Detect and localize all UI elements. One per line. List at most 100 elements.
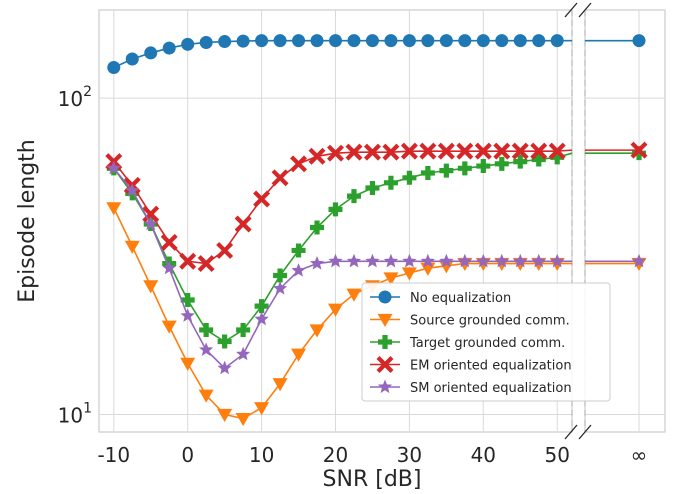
data-point — [124, 240, 140, 254]
legend-label: No equalization — [410, 291, 511, 306]
data-point — [365, 253, 380, 268]
data-point — [476, 159, 491, 174]
data-point — [550, 150, 565, 165]
data-point — [384, 34, 398, 48]
data-point — [511, 142, 529, 160]
legend-item: SM oriented equalization — [370, 379, 572, 396]
data-point — [217, 408, 233, 422]
data-point — [328, 303, 343, 317]
data-point — [329, 34, 342, 48]
data-point — [255, 34, 269, 48]
data-point — [421, 34, 435, 48]
data-point — [253, 190, 271, 208]
data-point — [106, 202, 122, 216]
data-point — [143, 216, 158, 231]
legend-label: Source grounded comm. — [410, 314, 570, 329]
data-point — [346, 189, 361, 204]
y-tick-label: 102 — [58, 84, 92, 111]
series-no-equalization — [107, 34, 646, 75]
data-point — [383, 175, 398, 190]
data-point — [309, 256, 325, 270]
data-point — [439, 253, 454, 268]
data-point — [292, 34, 306, 48]
data-point — [291, 348, 307, 362]
x-tick-label: 40 — [471, 443, 496, 467]
data-point — [179, 252, 197, 270]
axis-break-markers — [564, 2, 592, 440]
legend-label: EM oriented equalization — [410, 359, 572, 374]
data-point — [458, 34, 472, 48]
data-point — [457, 253, 472, 268]
legend-item: Source grounded comm. — [370, 314, 570, 329]
data-point — [181, 37, 195, 51]
data-point — [197, 255, 215, 273]
data-point-infinity — [632, 146, 646, 161]
data-point — [310, 220, 325, 235]
data-point — [513, 34, 527, 48]
data-point — [548, 142, 566, 160]
x-tick-label: 0 — [181, 443, 194, 467]
y-axis-label: Episode length — [15, 139, 40, 303]
data-point — [402, 170, 417, 185]
data-point — [363, 143, 381, 161]
data-point — [217, 334, 232, 349]
data-point — [180, 357, 196, 371]
legend: No equalization Source grounded comm. Targ… — [361, 282, 611, 402]
data-point — [532, 34, 546, 48]
data-point — [457, 161, 472, 176]
data-point — [347, 34, 361, 48]
data-point — [162, 41, 176, 55]
data-point — [420, 253, 436, 268]
data-point — [161, 320, 177, 334]
data-point — [474, 142, 492, 160]
data-point-infinity — [632, 34, 646, 48]
data-point — [236, 34, 250, 48]
legend-marker — [376, 356, 394, 373]
data-point — [125, 52, 139, 66]
data-point — [290, 155, 308, 173]
data-point — [495, 34, 509, 48]
data-point — [439, 163, 454, 178]
data-point — [494, 253, 509, 268]
data-point — [328, 253, 343, 268]
data-point — [476, 253, 491, 268]
data-point — [346, 288, 362, 302]
data-point — [107, 61, 121, 75]
data-point — [254, 299, 269, 314]
y-tick-label: 101 — [58, 400, 92, 427]
data-point — [493, 142, 511, 160]
data-point — [144, 46, 158, 60]
data-point — [531, 152, 546, 167]
data-point — [365, 180, 380, 195]
data-point — [272, 281, 288, 295]
x-tick-label: 20 — [323, 443, 348, 467]
data-point — [437, 142, 455, 160]
legend-label: Target grounded comm. — [409, 336, 565, 351]
series-sm-oriented-equalization — [106, 160, 647, 375]
data-point — [254, 311, 269, 326]
data-point — [400, 142, 418, 160]
data-point — [382, 143, 400, 161]
data-point — [310, 34, 324, 48]
legend-item: Target grounded comm. — [370, 335, 565, 351]
legend-marker — [378, 290, 392, 304]
legend-marker — [377, 379, 393, 394]
data-point — [513, 253, 528, 268]
data-point — [235, 412, 251, 427]
data-point — [346, 253, 362, 268]
x-tick-labels: -10 0 10 20 30 40 50 — [97, 443, 570, 467]
data-point — [254, 402, 270, 416]
legend-marker — [378, 335, 392, 349]
data-point — [125, 183, 140, 197]
legend-box — [361, 282, 611, 402]
x-tick-label-infinity: ∞ — [631, 443, 648, 467]
y-tick-labels: 101 102 — [58, 84, 92, 427]
data-point — [383, 272, 399, 286]
data-point — [236, 322, 251, 337]
data-point — [309, 324, 325, 338]
data-point — [271, 169, 289, 187]
data-point — [439, 34, 453, 48]
data-point — [328, 202, 343, 217]
x-tick-label: 50 — [544, 443, 569, 467]
